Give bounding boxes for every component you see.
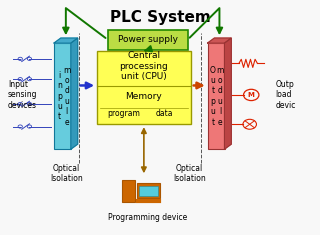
Text: m
o
d
u
l
e: m o d u l e [217,66,224,127]
Text: m
o
d
u
l
e: m o d u l e [63,66,70,127]
Text: Power supply: Power supply [118,35,178,44]
Polygon shape [54,38,78,43]
FancyBboxPatch shape [97,51,191,124]
Text: Input
sensing
devices: Input sensing devices [8,80,37,110]
Polygon shape [208,38,231,43]
Text: Central
processing
unit (CPU): Central processing unit (CPU) [119,51,168,81]
FancyBboxPatch shape [137,183,160,198]
FancyBboxPatch shape [208,43,225,149]
Text: Optical
Isolation: Optical Isolation [173,164,205,183]
Text: Memory: Memory [125,92,162,101]
Text: PLC System: PLC System [110,10,210,25]
FancyBboxPatch shape [54,43,71,149]
FancyBboxPatch shape [122,180,135,202]
Text: data: data [156,109,173,118]
Text: O
u
t
p
u
t: O u t p u t [210,66,216,127]
FancyBboxPatch shape [139,186,158,196]
Text: Programming device: Programming device [108,213,187,222]
Text: Outp
load
devic: Outp load devic [275,80,296,110]
Polygon shape [71,38,78,149]
FancyBboxPatch shape [108,30,188,50]
Text: Optical
Isolation: Optical Isolation [50,164,83,183]
Text: i
n
p
u
t: i n p u t [57,71,62,121]
Text: program: program [107,109,140,118]
Polygon shape [225,38,231,149]
Text: M: M [248,92,255,98]
